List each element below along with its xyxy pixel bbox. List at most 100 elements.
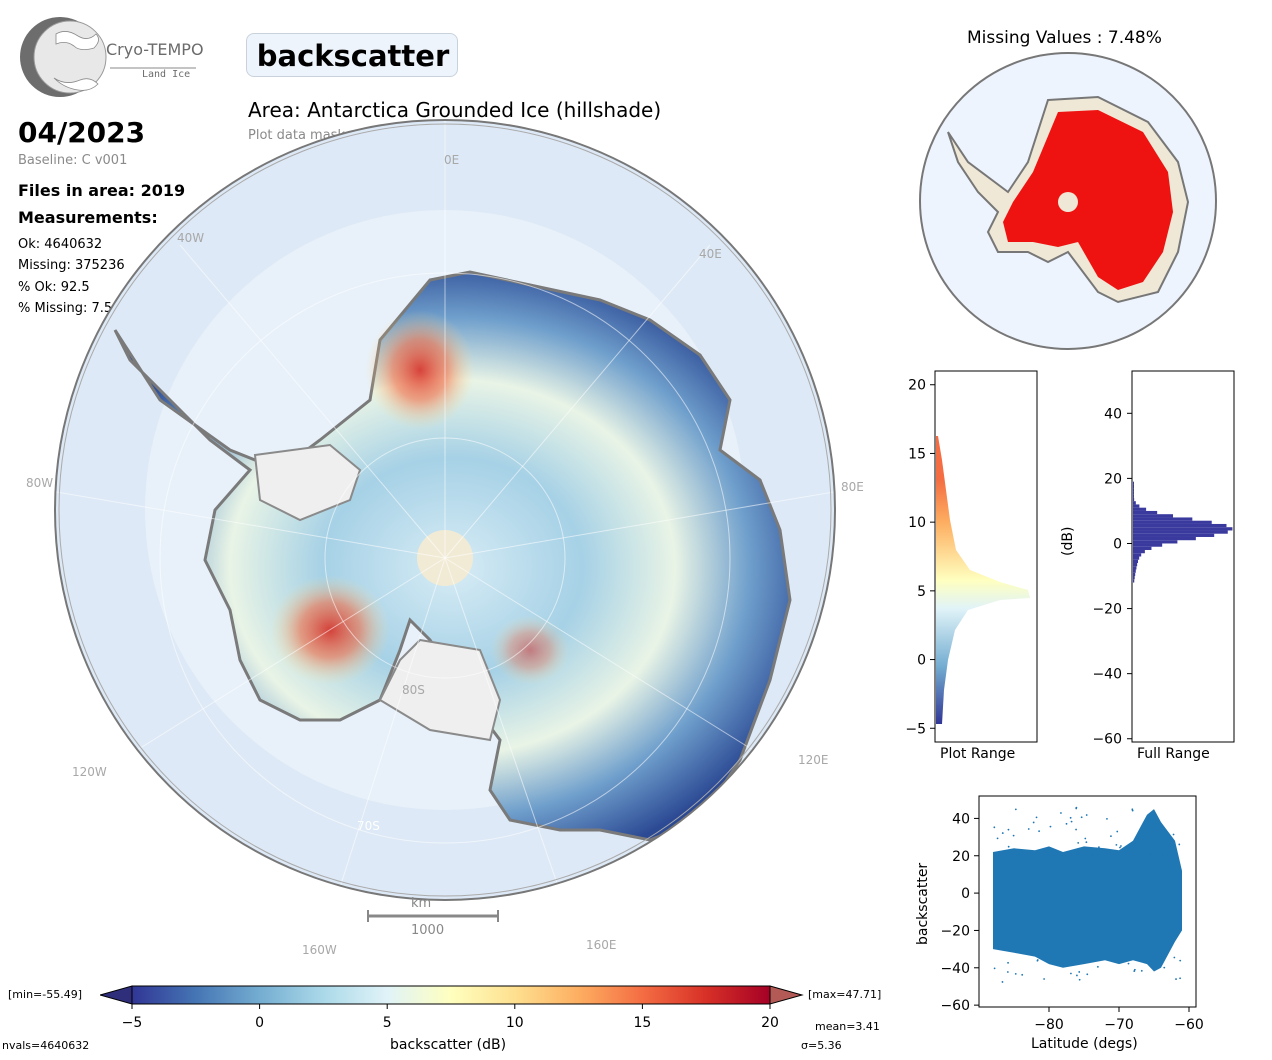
scatter-point (1119, 846, 1121, 849)
hist-full-tick-label: −40 (1092, 667, 1122, 683)
scatter-point (1110, 835, 1112, 838)
scatter-point (1075, 828, 1077, 831)
scatter-point (1014, 808, 1017, 811)
colorbar-bar (131, 985, 771, 1005)
scatter-point (1080, 816, 1083, 819)
stat-ok: Ok: 4640632 (18, 237, 103, 252)
hist-full-bar (1133, 497, 1135, 502)
lon-label-40w: 40W (177, 231, 205, 245)
scatter-point (1133, 968, 1136, 971)
colorbar-min-arrow (100, 985, 133, 1005)
lat-label-80s: 80S (402, 683, 425, 697)
scatter-point (1120, 845, 1122, 847)
hist-full-tick-label: 0 (1113, 536, 1122, 552)
scatter-point (1138, 837, 1140, 840)
cryo-tempo-logo: Cryo-TEMPO Land Ice (18, 16, 208, 98)
scatter-point (1014, 972, 1017, 975)
scatter-point (1007, 845, 1010, 848)
scatter-point (1133, 970, 1136, 972)
hist-full-range: −60 −40 −20 0 20 40 (1092, 370, 1235, 748)
scatter-xtick-label: −60 (1174, 1017, 1204, 1033)
hist-full-bar (1133, 530, 1228, 534)
ronne-ice-shelf (253, 443, 362, 522)
hist-full-bar (1133, 546, 1152, 550)
hist-full-bar (1133, 540, 1178, 544)
stat-pct-missing: % Missing: 7.5 (18, 301, 113, 316)
lon-label-120w: 120W (72, 765, 107, 779)
scatter-point (1021, 973, 1024, 976)
scatter-ytick-label: 20 (952, 849, 970, 865)
scatter-ytick-label: −60 (940, 998, 970, 1014)
scatter-ytick-label: 0 (961, 886, 970, 902)
colorbar-tick-label: 0 (255, 1015, 264, 1031)
hist-full-bar (1133, 533, 1215, 537)
scatter-plot: −80 −70 −60 −60 −40 −20 0 20 40 (940, 795, 1204, 1033)
scatter-point (1095, 847, 1098, 850)
hist-plot-range: −5 0 5 10 15 20 (905, 370, 1038, 743)
colorbar-nvals: nvals=4640632 (2, 1039, 90, 1052)
hist-full-bar (1133, 553, 1142, 557)
scatter-point (1098, 846, 1100, 849)
logo-subtitle: Land Ice (142, 69, 191, 80)
scatter-point (1036, 959, 1039, 961)
scatter-point (1096, 965, 1099, 968)
hist-full-bar (1133, 488, 1134, 492)
lon-label-120e: 120E (798, 753, 829, 767)
scatter-point (1140, 969, 1143, 972)
scatter-point (1077, 842, 1080, 844)
hist-full-bar (1133, 549, 1145, 554)
scatter-point (1075, 807, 1078, 810)
scatter-point (1086, 973, 1089, 976)
scatter-point (996, 837, 999, 840)
title-box: backscatter (246, 33, 458, 77)
hist-full-bar (1133, 543, 1163, 547)
colorbar-tick-label: 10 (506, 1015, 524, 1031)
hist-plot-shape (936, 436, 1030, 724)
hist-full-bar (1133, 556, 1140, 560)
scatter-point (1149, 853, 1151, 855)
scatter-point (1127, 962, 1130, 965)
colorbar-max-label: [max=47.71] (808, 988, 882, 1001)
missing-title: Missing Values : 7.48% (967, 28, 1162, 48)
colorbar-max-arrow (769, 985, 804, 1005)
hist-full-bar (1133, 579, 1135, 583)
scatter-point (1091, 853, 1094, 856)
colorbar: −5 0 5 10 15 20 (100, 985, 804, 1031)
hist-full-bar (1133, 569, 1136, 573)
scatter-point (1131, 809, 1134, 812)
hist-full-bar (1133, 559, 1139, 564)
scatter-point (1179, 959, 1182, 962)
scatter-point (1032, 821, 1035, 824)
scatter-ytick-label: 40 (952, 811, 970, 827)
main-map (54, 119, 836, 922)
scatter-point (1035, 816, 1038, 819)
scatter-point (1159, 843, 1161, 846)
scatter-point (1065, 822, 1068, 825)
scatter-point-cloud (993, 809, 1182, 972)
logo-globe-icon (20, 17, 196, 97)
hist-full-bar (1133, 563, 1138, 567)
hist-full-bar (1133, 520, 1212, 524)
hist-plot-xlabel: Plot Range (940, 746, 1016, 762)
measurements-label: Measurements: (18, 208, 158, 227)
hist-full-tick-label: −60 (1092, 732, 1122, 748)
lon-label-40e: 40E (699, 247, 722, 261)
colorbar-tick-label: 20 (761, 1015, 779, 1031)
scatter-point (1070, 820, 1073, 823)
scatter-point (1007, 961, 1009, 964)
scatter-ytick-label: −40 (940, 961, 970, 977)
scatter-point (1179, 977, 1181, 980)
hist-full-tick-label: 40 (1104, 406, 1122, 422)
hist-full-bar (1133, 566, 1137, 570)
hist-full-bar (1133, 523, 1227, 528)
colorbar-sigma: σ=5.36 (801, 1039, 842, 1052)
lon-label-80e: 80E (841, 480, 864, 494)
scatter-point (1173, 956, 1176, 959)
hist-full-bar (1133, 504, 1140, 508)
scatter-point (1049, 825, 1052, 828)
hist-full-bar (1133, 507, 1147, 511)
hist-plot-tick-label: 15 (908, 446, 926, 462)
scatter-point (1070, 972, 1072, 975)
files-label: Files in area: 2019 (18, 181, 186, 200)
scatter-point (1007, 828, 1010, 831)
